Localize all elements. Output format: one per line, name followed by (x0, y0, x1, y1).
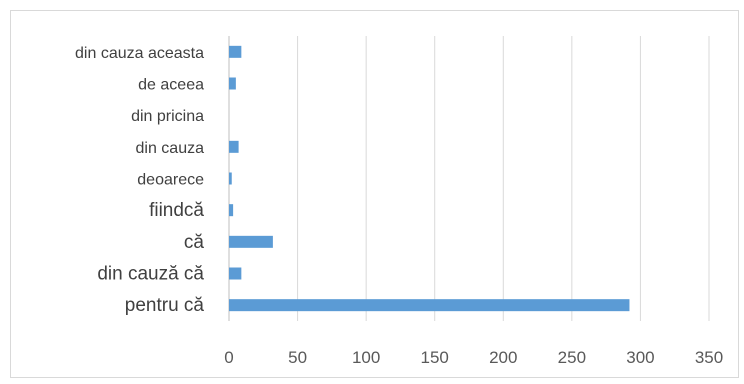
bar (229, 172, 232, 185)
category-label: pentru că (125, 295, 205, 316)
x-tick-labels: 0 50 100 150 200 250 300 350 (224, 348, 723, 367)
category-label: că (184, 232, 205, 253)
bar (229, 77, 236, 90)
category-labels: din cauza aceasta de aceea din pricina din … (75, 45, 204, 316)
category-label: din cauză că (97, 264, 204, 285)
x-tick-label: 200 (489, 348, 517, 367)
bar (229, 140, 239, 153)
bar (229, 45, 242, 58)
category-label: deoarece (137, 172, 204, 189)
category-label: din pricina (131, 108, 204, 125)
category-label: de aceea (138, 77, 204, 94)
category-label: fiindcă (149, 200, 204, 221)
chart-frame (10, 10, 739, 378)
bar (229, 204, 234, 217)
bar (229, 235, 273, 248)
category-label: din cauza (136, 140, 205, 157)
bar (229, 267, 242, 280)
x-tick-label: 150 (421, 348, 449, 367)
bar (229, 299, 630, 312)
x-tick-label: 100 (352, 348, 380, 367)
x-tick-label: 250 (558, 348, 586, 367)
x-tick-label: 50 (288, 348, 307, 367)
x-tick-label: 300 (626, 348, 654, 367)
bars (229, 45, 630, 312)
x-tick-label: 350 (695, 348, 723, 367)
gridlines (228, 36, 710, 321)
category-label: din cauza aceasta (75, 45, 204, 62)
x-tick-label: 0 (224, 348, 233, 367)
